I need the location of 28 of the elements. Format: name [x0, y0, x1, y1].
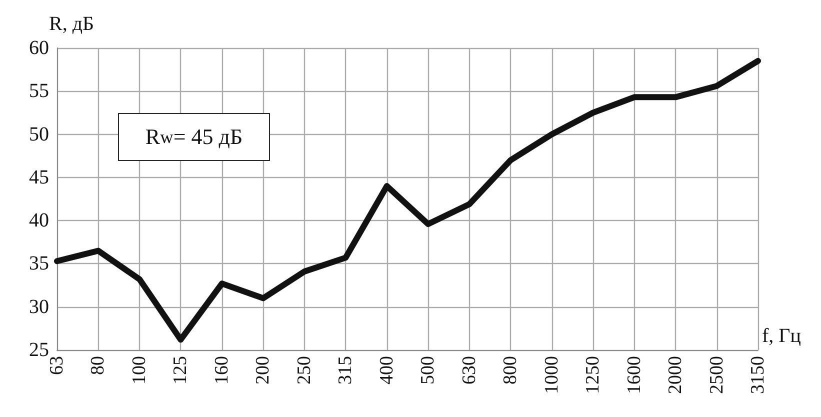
- x-tick-label: 2000: [665, 356, 686, 394]
- x-tick-label: 630: [458, 356, 480, 384]
- x-tick-label: 125: [170, 356, 192, 384]
- x-tick-label: 160: [211, 356, 232, 384]
- y-tick-label: 45: [29, 166, 49, 188]
- x-tick-label: 1600: [624, 356, 645, 394]
- x-tick-label: 200: [252, 356, 274, 384]
- y-tick-label: 25: [29, 339, 49, 361]
- x-tick-label: 400: [376, 356, 398, 384]
- x-tick-label: 1000: [541, 356, 562, 394]
- x-tick-label: 1250: [582, 356, 604, 394]
- x-tick-label: 3150: [748, 356, 768, 394]
- y-tick-label: 40: [29, 210, 49, 232]
- y-axis-title: R, дБ: [49, 13, 94, 35]
- y-tick-label: 55: [29, 80, 49, 102]
- x-tick-label: 2500: [706, 356, 728, 394]
- y-tick-label: 35: [29, 252, 49, 275]
- x-tick-label: 80: [88, 356, 109, 375]
- x-tick-label: 800: [500, 356, 522, 384]
- y-tick-label: 30: [29, 296, 49, 318]
- y-tick-label: 60: [29, 37, 49, 59]
- x-tick-label: 500: [418, 356, 439, 384]
- x-tick-label: 63: [46, 356, 68, 375]
- x-axis-title: f, Гц: [762, 325, 802, 347]
- y-tick-label: 50: [29, 123, 49, 146]
- x-tick-label: 315: [335, 356, 356, 384]
- x-tick-label: 250: [294, 356, 315, 384]
- x-tick-label: 100: [128, 356, 150, 384]
